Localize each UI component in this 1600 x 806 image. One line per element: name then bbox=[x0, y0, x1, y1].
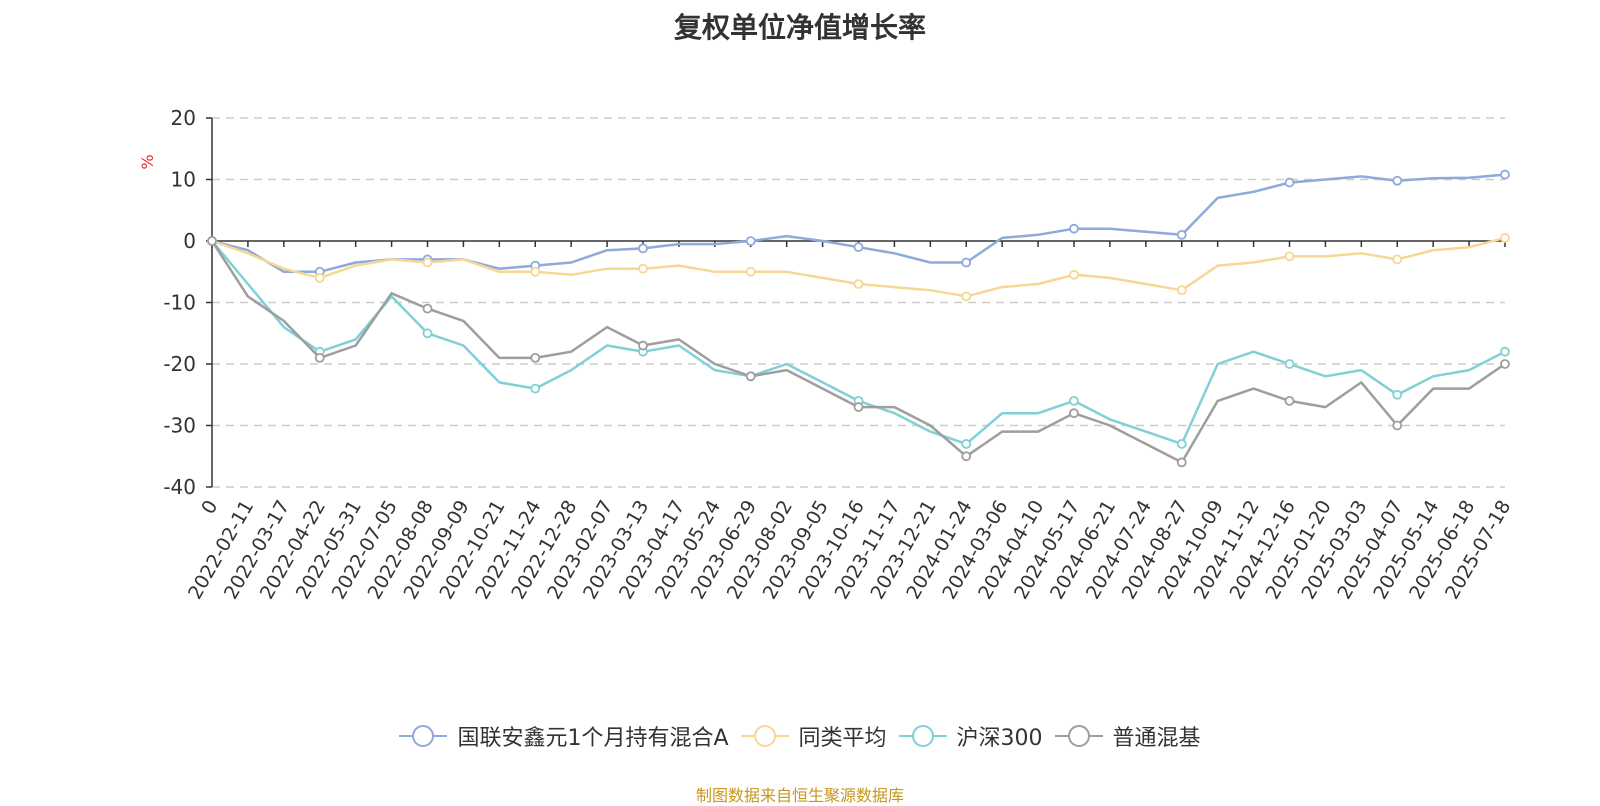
series-point bbox=[1284, 395, 1295, 406]
legend-item[interactable]: 国联安鑫元1个月持有混合A bbox=[399, 720, 729, 752]
legend-marker-icon bbox=[1054, 725, 1103, 747]
series-point bbox=[314, 272, 325, 283]
series-point bbox=[1500, 359, 1510, 369]
series-point bbox=[422, 257, 433, 268]
series-point bbox=[1069, 223, 1079, 234]
series-point bbox=[422, 328, 433, 339]
series-point bbox=[1284, 251, 1295, 262]
legend-label: 同类平均 bbox=[798, 726, 887, 751]
series-point bbox=[745, 236, 756, 246]
legend: 国联安鑫元1个月持有混合A 同类平均 沪深300 普通混基 bbox=[0, 720, 1600, 752]
series-point bbox=[1069, 269, 1079, 280]
series-point bbox=[745, 266, 756, 277]
series-point bbox=[1392, 254, 1403, 265]
series-point bbox=[961, 257, 972, 268]
series-point bbox=[1176, 285, 1187, 296]
y-tick-label: -30 bbox=[163, 414, 196, 438]
legend-item[interactable]: 普通混基 bbox=[1054, 720, 1201, 752]
y-tick-label: 0 bbox=[183, 229, 196, 253]
source-note: 制图数据来自恒生聚源数据库 bbox=[695, 786, 904, 805]
series-point bbox=[638, 340, 648, 351]
axes bbox=[206, 117, 1506, 488]
series-point bbox=[961, 291, 972, 302]
legend-item[interactable]: 同类平均 bbox=[740, 720, 887, 752]
series-point bbox=[1500, 169, 1510, 180]
y-tick-labels: 20 10 0 -10 -20 -30 -40 bbox=[163, 106, 196, 499]
series-point bbox=[853, 402, 864, 412]
series-point bbox=[1284, 359, 1295, 369]
series-point bbox=[1069, 408, 1079, 419]
series-point bbox=[1500, 346, 1510, 357]
series-point bbox=[853, 279, 864, 289]
y-tick-label: -20 bbox=[163, 352, 196, 376]
series-point bbox=[745, 371, 756, 382]
series-point bbox=[530, 266, 541, 277]
legend-label: 国联安鑫元1个月持有混合A bbox=[457, 726, 729, 751]
series-point bbox=[1176, 229, 1187, 240]
series-point bbox=[961, 451, 972, 462]
series-lines bbox=[207, 169, 1510, 468]
series-group bbox=[207, 236, 1510, 468]
series-point bbox=[1392, 389, 1403, 400]
series-point bbox=[853, 242, 864, 253]
legend-label: 普通混基 bbox=[1112, 726, 1201, 751]
series-point bbox=[1284, 177, 1295, 188]
legend-marker-icon bbox=[399, 725, 448, 747]
series-group bbox=[207, 236, 1510, 449]
y-tick-label: 20 bbox=[171, 106, 196, 130]
series-point bbox=[530, 383, 541, 394]
series-point bbox=[638, 263, 648, 274]
series-point bbox=[207, 236, 217, 246]
series-point bbox=[530, 352, 541, 363]
series-point bbox=[638, 243, 648, 254]
legend-marker-icon bbox=[740, 725, 789, 747]
series-point bbox=[314, 352, 325, 363]
x-tick-label: 0 bbox=[197, 497, 222, 518]
series-point bbox=[1392, 420, 1403, 431]
legend-item[interactable]: 沪深300 bbox=[898, 720, 1043, 752]
x-tick-labels: 02022-02-112022-03-172022-04-222022-05-3… bbox=[184, 497, 1515, 604]
chart-title: 复权单位净值增长率 bbox=[673, 11, 926, 44]
y-tick-label: -10 bbox=[163, 291, 196, 315]
y-tick-label: 10 bbox=[171, 168, 196, 192]
legend-marker-icon bbox=[898, 725, 947, 747]
series-point bbox=[1392, 175, 1403, 186]
series-point bbox=[1069, 395, 1079, 406]
series-point bbox=[422, 303, 433, 314]
series-point bbox=[961, 439, 972, 449]
y-tick-label: -40 bbox=[163, 475, 196, 499]
y-axis-unit-label: % bbox=[138, 154, 157, 169]
legend-label: 沪深300 bbox=[956, 726, 1043, 751]
series-point bbox=[1500, 233, 1510, 243]
series-point bbox=[1176, 457, 1187, 468]
series-line bbox=[211, 240, 1506, 446]
grid-lines bbox=[212, 117, 1505, 488]
series-point bbox=[1176, 439, 1187, 449]
series-line bbox=[210, 240, 1506, 464]
